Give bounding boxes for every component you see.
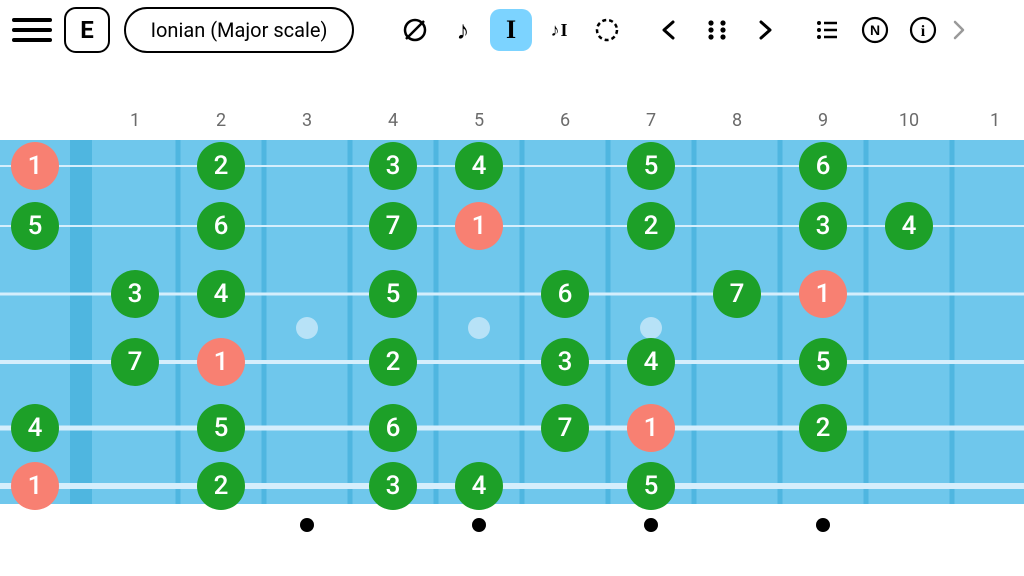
note-mode-icon[interactable]: ♪	[442, 9, 484, 51]
scale-degree-note[interactable]: 4	[627, 338, 675, 386]
root-note[interactable]: 1	[627, 404, 675, 452]
note-n-icon[interactable]: N	[854, 9, 896, 51]
scale-degree-note[interactable]: 4	[197, 270, 245, 318]
svg-text:N: N	[870, 22, 880, 38]
fret-wire	[176, 140, 181, 504]
scale-degree-note[interactable]: 7	[541, 404, 589, 452]
scale-degree-note[interactable]: 4	[455, 142, 503, 190]
empty-circle-icon[interactable]	[394, 9, 436, 51]
fret-wire	[348, 140, 353, 504]
position-marker	[472, 518, 486, 532]
inlay-dot	[640, 317, 662, 339]
fret-wire	[692, 140, 697, 504]
scale-degree-note[interactable]: 3	[799, 202, 847, 250]
scale-degree-note[interactable]: 2	[627, 202, 675, 250]
scale-degree-note[interactable]: 6	[369, 404, 417, 452]
string	[0, 165, 1024, 167]
next-icon[interactable]	[744, 9, 786, 51]
position-marker	[300, 518, 314, 532]
scale-selector[interactable]: Ionian (Major scale)	[124, 7, 354, 53]
scale-degree-note[interactable]: 2	[799, 404, 847, 452]
fret-number: 2	[216, 110, 226, 131]
scale-degree-note[interactable]: 3	[369, 142, 417, 190]
scale-degree-note[interactable]: 5	[369, 270, 417, 318]
fret-number: 9	[818, 110, 828, 131]
scale-degree-note[interactable]: 3	[111, 270, 159, 318]
key-selector[interactable]: E	[64, 7, 110, 53]
fret-wire	[262, 140, 267, 504]
root-note[interactable]: 1	[197, 338, 245, 386]
scale-degree-note[interactable]: 6	[541, 270, 589, 318]
note-interval-icon[interactable]: ♪I	[538, 9, 580, 51]
key-label: E	[80, 16, 94, 44]
inlay-dot	[296, 317, 318, 339]
fret-number: 10	[899, 110, 919, 131]
scale-degree-note[interactable]: 6	[799, 142, 847, 190]
fret-number: 8	[732, 110, 742, 131]
scale-degree-note[interactable]: 3	[541, 338, 589, 386]
fret-number: 1	[130, 110, 140, 131]
scale-degree-note[interactable]: 2	[369, 338, 417, 386]
list-icon[interactable]	[806, 9, 848, 51]
scale-degree-note[interactable]: 7	[111, 338, 159, 386]
scale-degree-note[interactable]: 5	[627, 142, 675, 190]
scale-degree-note[interactable]: 4	[11, 404, 59, 452]
fretboard[interactable]: 154137264152375263414637524157631524	[0, 140, 1024, 504]
fretboard-area: 123456789101 154137264152375263414637524…	[0, 110, 1024, 540]
overflow-chevron-icon[interactable]	[950, 9, 968, 51]
top-toolbar: E Ionian (Major scale) ♪ I ♪I	[0, 0, 1024, 60]
root-note[interactable]: 1	[799, 270, 847, 318]
inlay-dot	[468, 317, 490, 339]
root-note[interactable]: 1	[11, 462, 59, 510]
menu-icon[interactable]	[12, 10, 52, 50]
fret-number-row: 1 2 3 4 5 6 7 8 9 10 1	[0, 110, 1024, 140]
nut	[70, 140, 92, 504]
dots-grid-icon[interactable]	[696, 9, 738, 51]
prev-icon[interactable]	[648, 9, 690, 51]
scale-degree-note[interactable]: 7	[369, 202, 417, 250]
scale-degree-note[interactable]: 5	[197, 404, 245, 452]
fret-number: 3	[302, 110, 312, 131]
scale-degree-note[interactable]: 6	[197, 202, 245, 250]
fret-number: 7	[646, 110, 656, 131]
fret-wire	[864, 140, 869, 504]
fret-number: 5	[474, 110, 484, 131]
fret-wire	[950, 140, 955, 504]
position-marker	[816, 518, 830, 532]
string	[0, 483, 1024, 489]
scale-degree-note[interactable]: 2	[197, 462, 245, 510]
scale-degree-note[interactable]: 7	[713, 270, 761, 318]
scale-degree-note[interactable]: 4	[885, 202, 933, 250]
fret-wire	[434, 140, 439, 504]
root-note[interactable]: 1	[11, 142, 59, 190]
fret-wire	[606, 140, 611, 504]
fret-wire	[520, 140, 525, 504]
dashed-circle-icon[interactable]	[586, 9, 628, 51]
string	[0, 426, 1024, 431]
root-note[interactable]: 1	[455, 202, 503, 250]
scale-degree-note[interactable]: 5	[627, 462, 675, 510]
fret-wire	[778, 140, 783, 504]
svg-text:i: i	[921, 23, 926, 40]
interval-mode-icon[interactable]: I	[490, 9, 532, 51]
scale-degree-note[interactable]: 5	[799, 338, 847, 386]
string	[0, 225, 1024, 227]
scale-degree-note[interactable]: 4	[455, 462, 503, 510]
fret-number: 4	[388, 110, 398, 131]
scale-degree-note[interactable]: 3	[369, 462, 417, 510]
position-marker	[644, 518, 658, 532]
scale-degree-note[interactable]: 2	[197, 142, 245, 190]
fret-number: 6	[560, 110, 570, 131]
info-icon[interactable]: i	[902, 9, 944, 51]
fret-number: 1	[990, 110, 1000, 131]
scale-label: Ionian (Major scale)	[151, 18, 328, 42]
scale-degree-note[interactable]: 5	[11, 202, 59, 250]
